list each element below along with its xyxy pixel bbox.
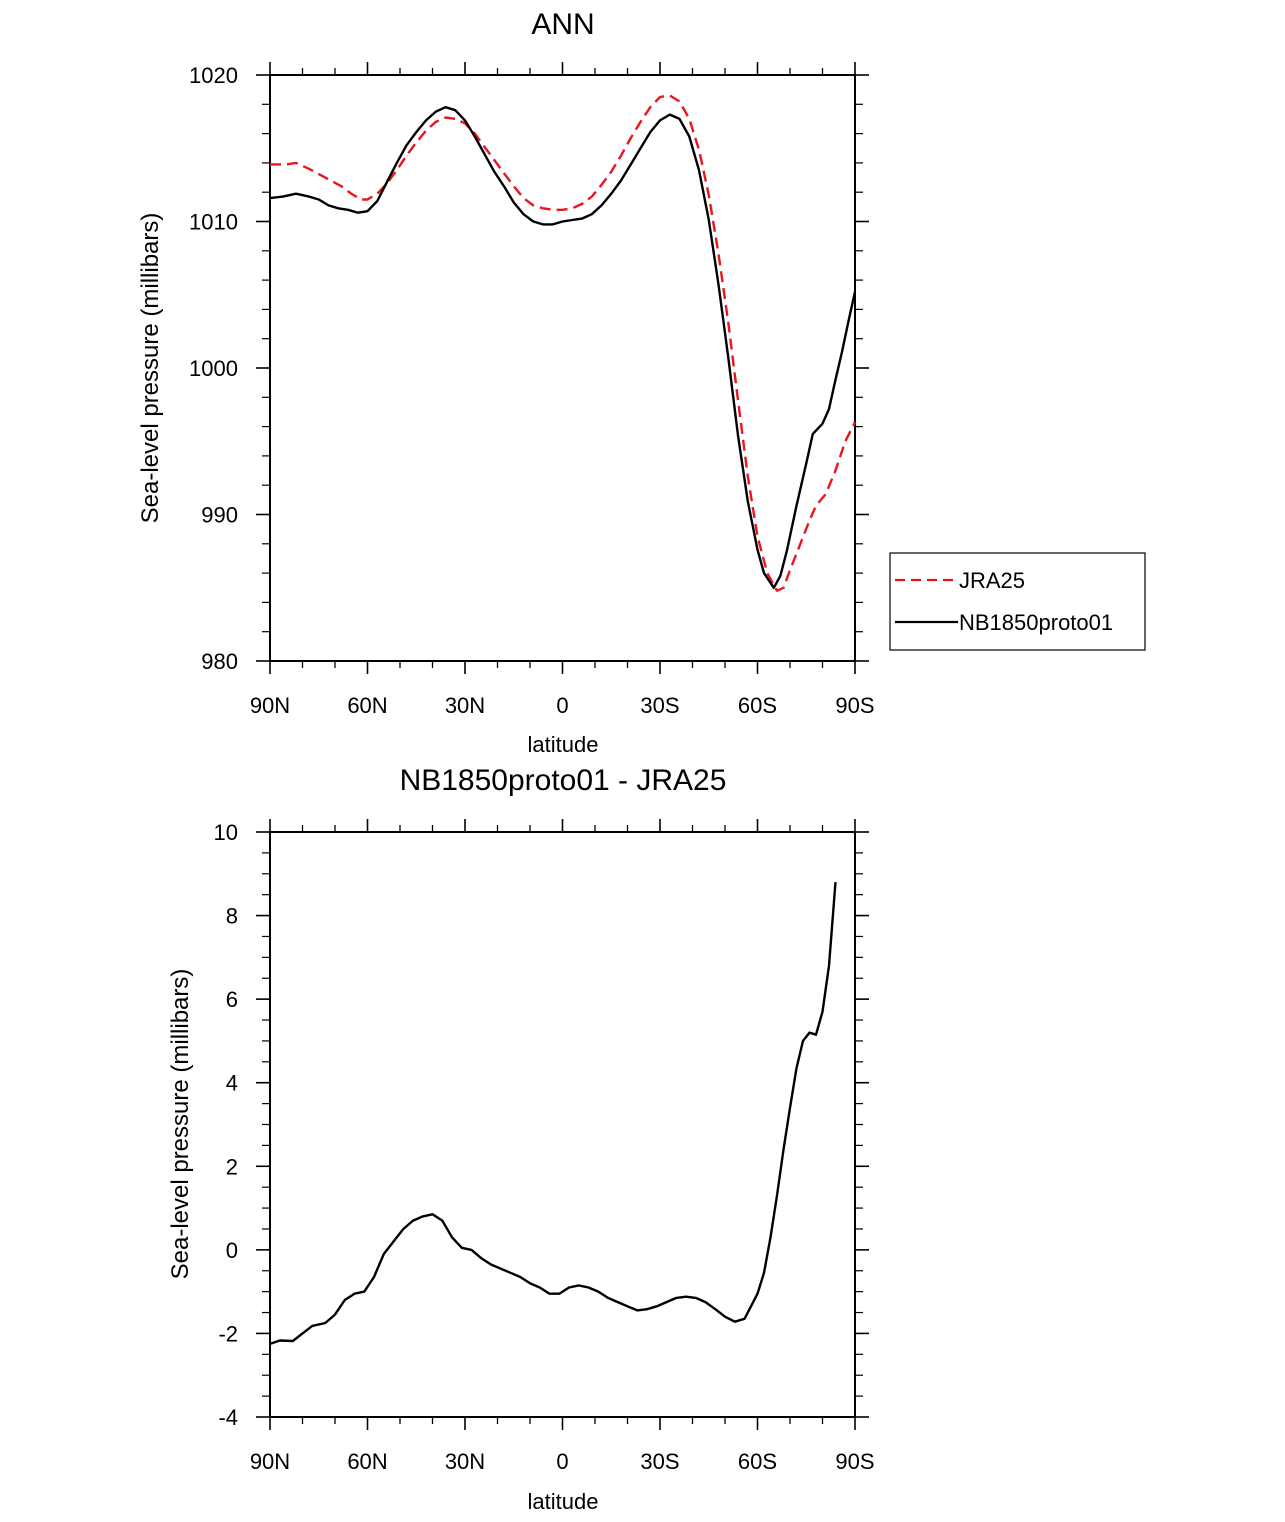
y-tick-label: 10: [214, 820, 238, 845]
legend-label-nb1850proto01: NB1850proto01: [959, 610, 1113, 635]
series-line-nb1850proto01: [269, 106, 857, 589]
y-tick-label: 1020: [189, 63, 238, 88]
x-tick-label: 30N: [445, 1449, 485, 1474]
x-axis-label: latitude: [528, 732, 599, 757]
y-tick-label: 1000: [189, 356, 238, 381]
plot-frame: [269, 74, 856, 662]
y-tick-label: -4: [218, 1405, 238, 1430]
series-lines: [269, 882, 837, 1346]
series-lines: [269, 94, 857, 592]
x-tick-label: 30S: [640, 693, 679, 718]
tick-marks: [256, 62, 869, 674]
chart-title: NB1850proto01 - JRA25: [400, 764, 727, 797]
x-tick-label: 0: [556, 1449, 568, 1474]
y-tick-label: 980: [201, 649, 238, 674]
x-tick-label: 60S: [738, 1449, 777, 1474]
x-tick-label: 90S: [835, 1449, 874, 1474]
legend: JRA25 NB1850proto01: [889, 552, 1146, 651]
y-tick-label: 4: [226, 1071, 238, 1096]
x-tick-label: 0: [556, 693, 568, 718]
x-tick-label: 60S: [738, 693, 777, 718]
tick-labels: 90N 60N 30N 0 30S 60S 90S 1020 1010 1000 990 980: [189, 63, 875, 718]
y-axis-label: Sea-level pressure (millibars): [137, 213, 164, 524]
tick-labels: 90N 60N 30N 0 30S 60S 90S 10 8 6 4 2 0 -2 -4: [214, 820, 875, 1474]
y-tick-label: 6: [226, 987, 238, 1012]
y-tick-label: 8: [226, 904, 238, 929]
y-tick-label: 990: [201, 503, 238, 528]
series-line-nb1850proto01-jra25: [269, 882, 837, 1346]
y-axis-label: Sea-level pressure (millibars): [167, 969, 194, 1280]
series-line-jra25: [270, 94, 857, 592]
x-tick-label: 60N: [347, 1449, 387, 1474]
chart-panel-ann: ANN 90N 60N 30N 0 30S 60S 90S 1020 1010 1000 990 98…: [137, 8, 1146, 757]
chart-title: ANN: [531, 8, 594, 41]
plot-frame: [269, 831, 856, 1418]
x-tick-label: 90N: [250, 693, 290, 718]
legend-label-jra25: JRA25: [959, 568, 1025, 593]
x-axis-label: latitude: [528, 1489, 599, 1514]
x-tick-label: 90N: [250, 1449, 290, 1474]
y-tick-label: -2: [218, 1321, 238, 1346]
x-tick-label: 30S: [640, 1449, 679, 1474]
x-tick-label: 30N: [445, 693, 485, 718]
y-tick-label: 1010: [189, 210, 238, 235]
legend-box: [889, 552, 1146, 651]
x-tick-label: 90S: [835, 693, 874, 718]
y-tick-label: 2: [226, 1154, 238, 1179]
tick-marks: [256, 819, 869, 1430]
y-tick-label: 0: [226, 1238, 238, 1263]
x-tick-label: 60N: [347, 693, 387, 718]
chart-panel-difference: NB1850proto01 - JRA25 90N 60N 30N 0 30S 60S 90…: [167, 764, 875, 1514]
